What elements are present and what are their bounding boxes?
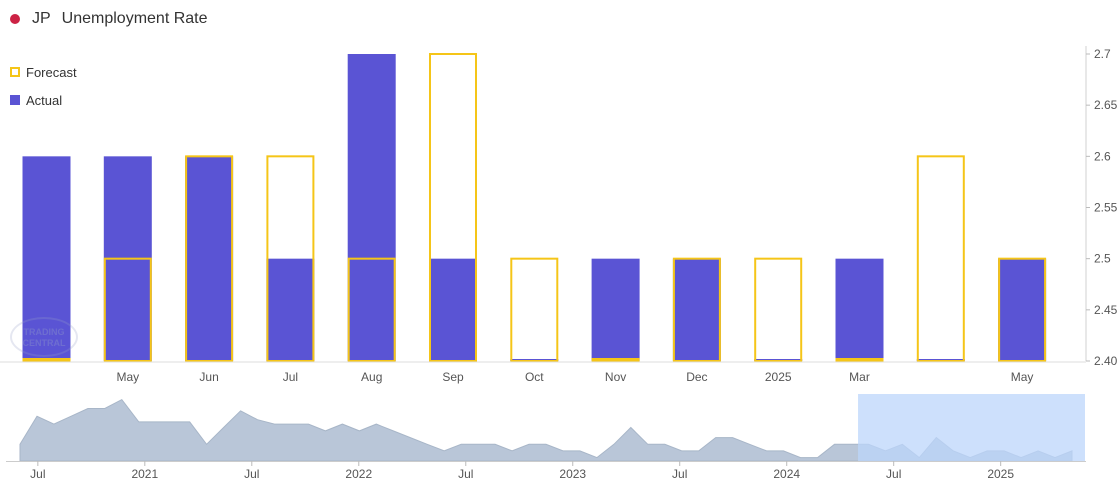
actual-bar[interactable] (998, 258, 1047, 361)
forecast-bar[interactable] (916, 155, 965, 362)
forecast-bar[interactable] (591, 358, 640, 362)
forecast-bar[interactable] (835, 358, 884, 362)
navigator-tick-label: 2024 (773, 467, 800, 481)
forecast-bar[interactable] (510, 257, 559, 362)
navigator-tick-label: 2021 (131, 467, 158, 481)
actual-bar[interactable] (835, 258, 884, 361)
navigator-tick-label: 2022 (345, 467, 372, 481)
forecast-bar[interactable] (998, 257, 1047, 362)
actual-swatch-icon (10, 95, 20, 105)
x-tick-label: Jul (283, 370, 298, 384)
navigator-tick-label: Jul (886, 467, 901, 481)
y-tick-label: 2.7 (1094, 47, 1111, 61)
legend-item-forecast[interactable]: Forecast (10, 58, 77, 86)
bar-group (22, 53, 1047, 362)
x-tick-label: May (116, 370, 139, 384)
x-tick-label: Nov (605, 370, 626, 384)
actual-bar[interactable] (266, 258, 315, 361)
y-tick-label: 2.5 (1094, 252, 1111, 266)
y-tick-label: 2.45 (1094, 303, 1118, 317)
y-tick-label: 2.65 (1094, 98, 1118, 112)
navigator-tick-label: Jul (672, 467, 687, 481)
country-code: JP (32, 10, 51, 27)
y-tick-label: 2.40 (1094, 354, 1118, 368)
y-tick-label: 2.55 (1094, 201, 1118, 215)
legend: Forecast Actual (10, 58, 77, 114)
main-bar-chart: 2.40 2.45 2.5 2.55 2.6 2.65 2.7 May Jun Jul Aug Se… (0, 46, 1118, 384)
forecast-bar[interactable] (103, 257, 152, 362)
navigator-tick-label: Jul (30, 467, 45, 481)
actual-bar[interactable] (347, 54, 396, 361)
navigator-tick-label: Jul (458, 467, 473, 481)
y-axis: 2.40 2.45 2.5 2.55 2.6 2.65 2.7 (1085, 46, 1118, 368)
forecast-bar[interactable] (347, 257, 396, 362)
navigator-selection-window[interactable] (858, 394, 1085, 461)
x-tick-label: May (1011, 370, 1034, 384)
x-tick-label: Oct (525, 370, 544, 384)
actual-bar[interactable] (429, 258, 477, 361)
navigator-x-axis: Jul 2021 Jul 2022 Jul 2023 Jul 2024 Jul 2025 (30, 461, 1014, 481)
x-tick-label: 2025 (765, 370, 792, 384)
legend-item-actual[interactable]: Actual (10, 86, 77, 114)
navigator-tick-label: Jul (244, 467, 259, 481)
forecast-bar[interactable] (22, 358, 71, 362)
y-tick-label: 2.6 (1094, 149, 1111, 163)
forecast-bar[interactable] (185, 155, 234, 362)
forecast-bar[interactable] (754, 257, 803, 362)
x-tick-label: Aug (361, 370, 382, 384)
navigator-tick-label: 2025 (987, 467, 1014, 481)
x-axis: May Jun Jul Aug Sep Oct Nov Dec 2025 Mar May (0, 361, 1086, 384)
japan-flag-icon (10, 14, 20, 24)
actual-bar[interactable] (591, 258, 640, 361)
x-tick-label: Sep (442, 370, 464, 384)
forecast-bar[interactable] (429, 53, 477, 362)
forecast-bar[interactable] (672, 257, 721, 362)
watermark-logo: TRADING CENTRAL (10, 317, 78, 357)
legend-label-forecast: Forecast (26, 64, 77, 80)
navigator-tick-label: 2023 (559, 467, 586, 481)
chart-title: Unemployment Rate (61, 10, 208, 27)
navigator-window (858, 394, 1085, 461)
legend-label-actual: Actual (26, 92, 63, 108)
x-tick-label: Jun (199, 370, 218, 384)
forecast-bar[interactable] (266, 155, 315, 362)
x-tick-label: Mar (849, 370, 870, 384)
forecast-swatch-icon (10, 67, 20, 77)
actual-bar[interactable] (185, 156, 234, 361)
chart-header: JP Unemployment Rate (10, 8, 208, 30)
actual-bar[interactable] (672, 258, 721, 361)
x-tick-label: Dec (686, 370, 707, 384)
